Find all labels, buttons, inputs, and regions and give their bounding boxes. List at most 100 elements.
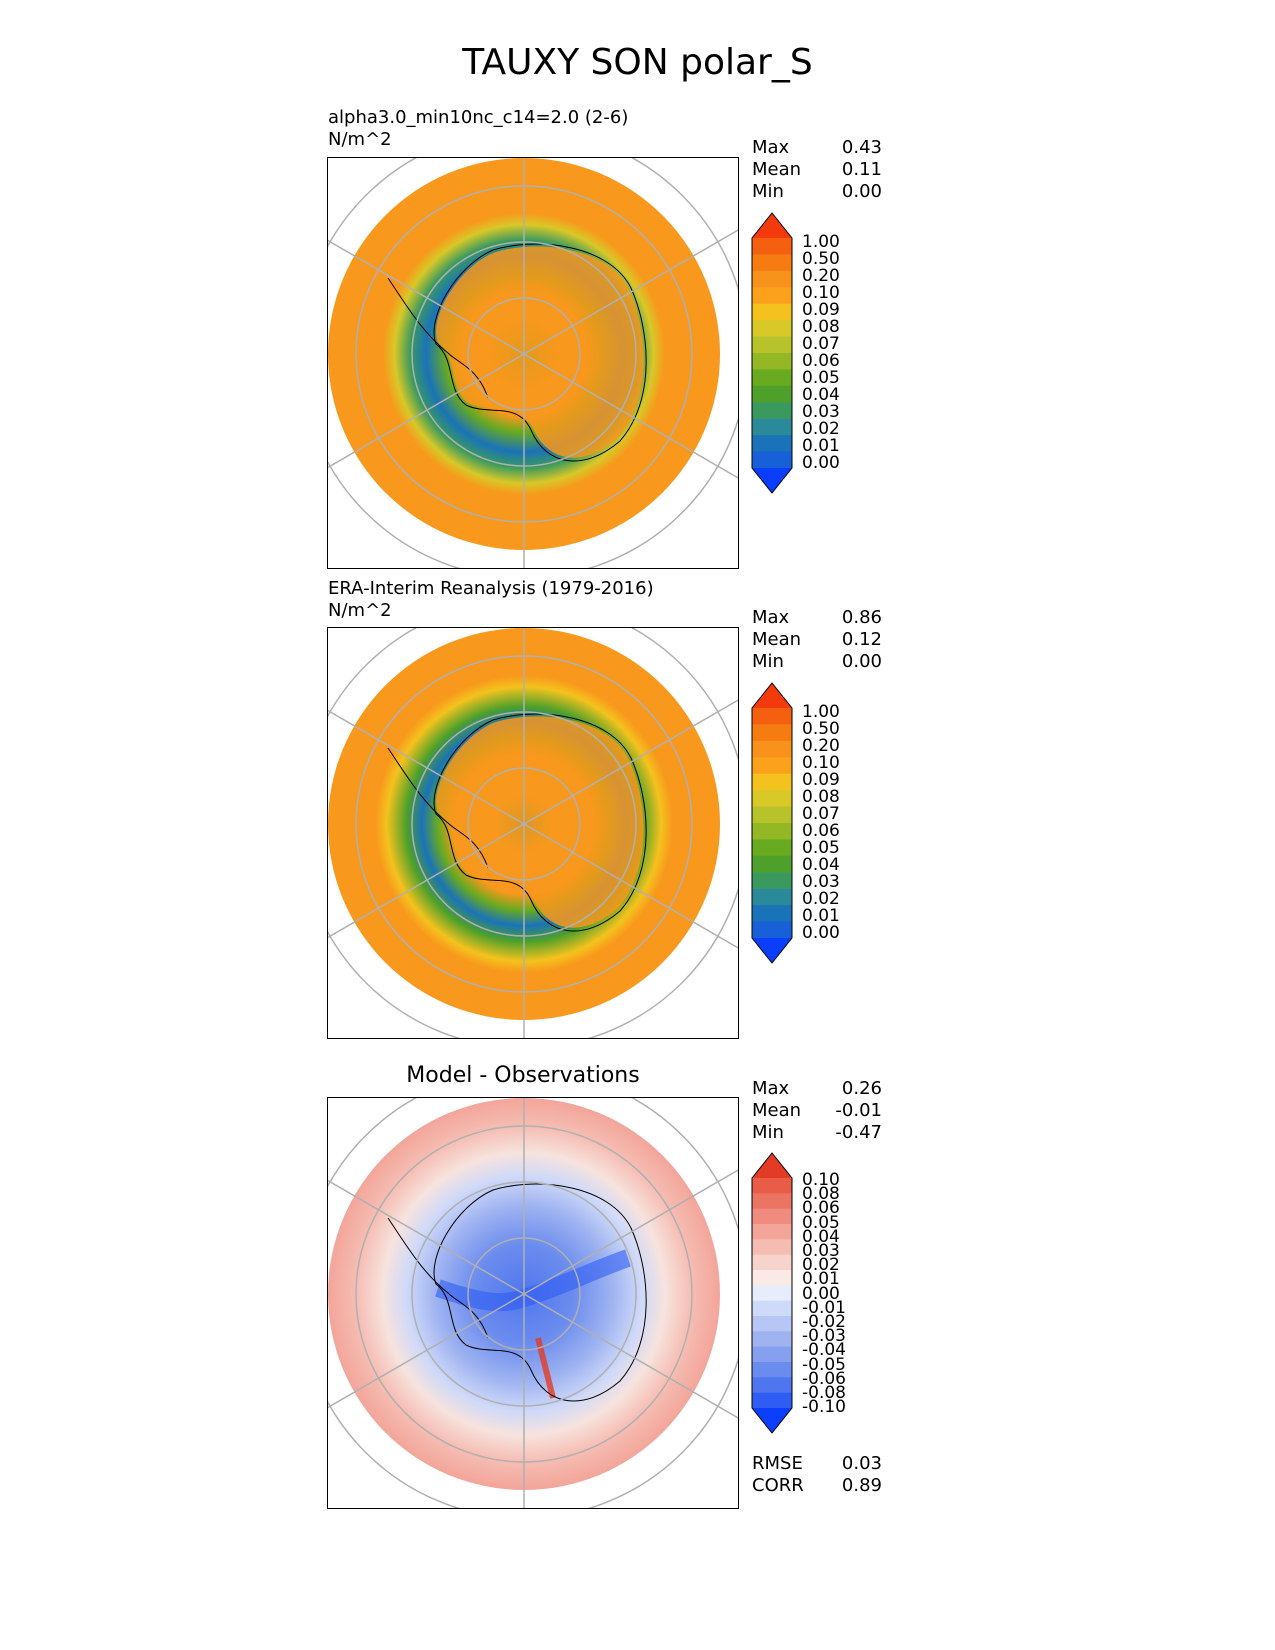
colorbar-segment	[752, 385, 792, 403]
colorbar-tick-label: 0.50	[802, 719, 840, 739]
colorbar-segment	[752, 353, 792, 370]
colorbar-segment	[752, 402, 792, 420]
stat-max-label: Max	[752, 1078, 790, 1099]
colorbar-segment	[752, 254, 792, 272]
colorbar-tick-label: 0.10	[802, 1170, 840, 1190]
colorbar-segment	[752, 888, 792, 906]
panel-2-map	[327, 627, 739, 1039]
stat-rmse-label: RMSE	[752, 1453, 803, 1474]
colorbar-tick-label: 0.08	[802, 787, 840, 807]
panel-1-title-line1: alpha3.0_min10nc_c14=2.0 (2-6)	[328, 107, 629, 128]
stat-min-value: 0.00	[841, 181, 882, 202]
colorbar-tick-label: 0.05	[802, 368, 840, 388]
stat-min-value: 0.00	[841, 651, 882, 672]
colorbar-tick-label: 0.04	[802, 1226, 840, 1247]
colorbar-segment	[752, 1239, 792, 1256]
colorbar-segment	[752, 1270, 792, 1286]
colorbar-segment	[752, 270, 792, 288]
panel-1-coastline	[433, 243, 647, 462]
panel-3-peninsula	[387, 1217, 489, 1339]
stat-min-value: -0.47	[835, 1122, 882, 1143]
colorbar-extend-max	[752, 213, 792, 238]
stat-corr-value: 0.89	[841, 1475, 882, 1496]
colorbar-segment	[752, 724, 792, 742]
colorbar-tick-label: 0.03	[802, 872, 840, 892]
colorbar-segment	[752, 238, 792, 255]
stat-max-value: 0.86	[841, 607, 882, 628]
stat-max-label: Max	[752, 607, 790, 628]
panel-1-stats: Max 0.43 Mean 0.11 Min 0.00	[752, 137, 882, 203]
stat-min-label: Min	[752, 1122, 784, 1143]
stat-min-label: Min	[752, 651, 784, 672]
colorbar-tick-label: 0.09	[802, 300, 840, 320]
colorbar-tick-label: 0.01	[802, 1269, 840, 1290]
stat-max-label: Max	[752, 137, 790, 158]
panel-2-title-line1: ERA-Interim Reanalysis (1979-2016)	[328, 578, 654, 599]
colorbar-segment	[752, 1285, 792, 1302]
colorbar-segment	[752, 418, 792, 436]
panel-2-graticule	[328, 628, 738, 1038]
colorbar-tick-label: 0.04	[802, 855, 840, 875]
colorbar-segment	[752, 336, 792, 354]
panel-3-anomaly-positive	[535, 1337, 556, 1399]
colorbar-tick-label: -0.04	[802, 1340, 846, 1361]
colorbar-tick-label: 0.20	[802, 266, 840, 286]
colorbar-segment	[752, 303, 792, 321]
colorbar-segment	[752, 1392, 792, 1409]
colorbar-tick-label: -0.02	[802, 1312, 846, 1332]
colorbar-extend-min	[752, 938, 792, 963]
panel-1-colorbar	[751, 212, 793, 494]
stat-max-value: 0.43	[841, 137, 882, 158]
panel-2-peninsula	[387, 747, 489, 869]
colorbar-tick-label: 0.02	[802, 889, 840, 909]
colorbar-segment	[752, 320, 792, 338]
colorbar-segment	[752, 823, 792, 840]
stat-mean-value: 0.12	[841, 629, 882, 650]
colorbar-tick-label: 0.07	[802, 334, 840, 354]
colorbar-segment	[752, 1254, 792, 1271]
colorbar-tick-label: 0.04	[802, 385, 840, 405]
colorbar-segment	[752, 790, 792, 808]
colorbar-tick-label: 0.50	[802, 249, 840, 269]
colorbar-segment	[752, 287, 792, 305]
panel-2-coastline	[433, 713, 647, 932]
colorbar-tick-label: 0.08	[802, 1184, 840, 1205]
colorbar-tick-label: 0.06	[802, 821, 840, 841]
colorbar-tick-label: 0.01	[802, 906, 840, 926]
panel-3-map	[327, 1097, 739, 1509]
colorbar-tick-label: -0.01	[802, 1297, 846, 1318]
colorbar-tick-label: 0.00	[802, 923, 840, 943]
colorbar-tick-label: 0.05	[802, 1212, 840, 1233]
colorbar-tick-label: -0.08	[802, 1383, 846, 1403]
colorbar-tick-label: 0.09	[802, 770, 840, 790]
panel-2-units: N/m^2	[328, 600, 392, 621]
colorbar-segment	[752, 1300, 792, 1317]
colorbar-tick-label: 0.03	[802, 402, 840, 422]
colorbar-tick-label: -0.03	[802, 1326, 846, 1347]
colorbar-segment	[752, 757, 792, 775]
panel-3-coastline	[433, 1183, 647, 1402]
colorbar-segment	[752, 1178, 792, 1194]
colorbar-extend-min	[752, 468, 792, 493]
colorbar-segment	[752, 369, 792, 387]
colorbar-segment	[752, 435, 792, 453]
panel-3-colorbar	[751, 1152, 793, 1434]
colorbar-tick-label: 0.01	[802, 436, 840, 456]
colorbar-tick-label: 0.20	[802, 736, 840, 756]
panel-1-graticule	[328, 158, 738, 568]
panel-1-map	[327, 157, 739, 569]
stat-min-label: Min	[752, 181, 784, 202]
colorbar-segment	[752, 872, 792, 890]
panel-3-graticule	[328, 1098, 738, 1508]
stat-mean-label: Mean	[752, 629, 802, 650]
panel-2-continent-fill	[436, 716, 644, 928]
colorbar-outline	[751, 1152, 793, 1434]
colorbar-segment	[752, 773, 792, 791]
stat-mean-value: 0.11	[841, 159, 882, 180]
colorbar-tick-label: -0.06	[802, 1368, 846, 1389]
colorbar-tick-label: 0.02	[802, 1255, 840, 1276]
colorbar-segment	[752, 855, 792, 873]
colorbar-tick-label: 0.08	[802, 317, 840, 337]
stat-rmse-value: 0.03	[841, 1453, 882, 1474]
stat-mean-label: Mean	[752, 1100, 802, 1121]
